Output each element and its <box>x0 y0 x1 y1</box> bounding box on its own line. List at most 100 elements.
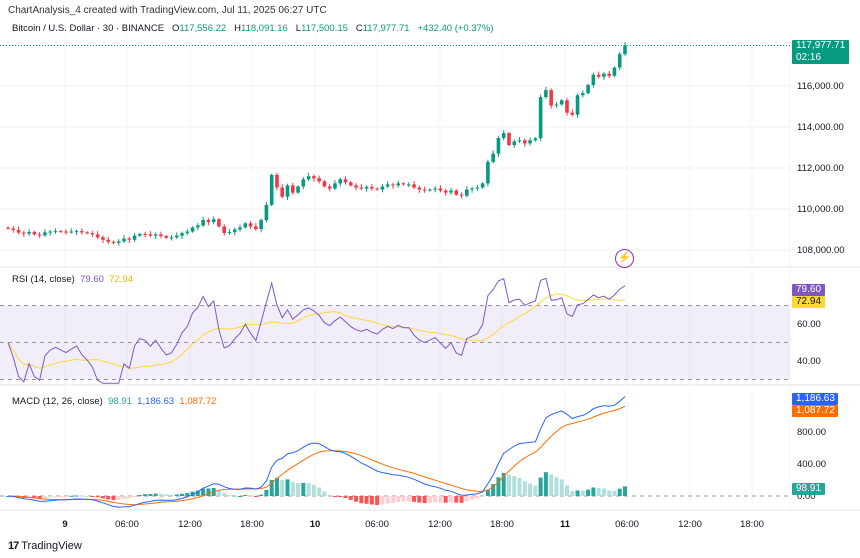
candle <box>596 74 601 77</box>
lightning-icon[interactable]: ⚡ <box>615 249 634 268</box>
candle <box>269 174 274 205</box>
macd-histogram-bar <box>417 496 422 503</box>
candle <box>517 140 522 142</box>
macd-histogram-bar <box>180 493 185 496</box>
candle <box>438 188 443 191</box>
macd-histogram-bar <box>396 496 401 503</box>
macd-histogram-bar <box>137 495 142 497</box>
macd-line <box>7 396 626 508</box>
macd-histogram-bar <box>37 496 42 499</box>
macd-histogram-bar <box>617 488 622 496</box>
candle <box>617 54 622 68</box>
time-label: 18:00 <box>490 519 514 530</box>
candle <box>327 186 332 189</box>
candle <box>312 176 316 179</box>
macd-histogram-bar <box>290 481 295 496</box>
last-price: 117,977.71 <box>796 40 846 51</box>
macd-histogram-bar <box>195 490 200 496</box>
candle <box>164 236 169 238</box>
candle <box>396 183 401 186</box>
macd-histogram-bar <box>522 481 527 496</box>
macd-histogram-bar <box>380 496 385 505</box>
candle <box>301 179 306 187</box>
high-label: H <box>234 23 241 34</box>
candle <box>343 179 348 183</box>
macd-histogram-bar <box>554 477 559 496</box>
rsi-line <box>7 277 626 384</box>
macd-histogram-bar <box>385 496 390 504</box>
candle <box>385 184 390 187</box>
candle <box>359 187 364 189</box>
macd-histogram-bar <box>185 493 190 496</box>
candle <box>280 187 285 197</box>
macd-histogram-bar <box>580 490 585 496</box>
candle <box>296 186 300 193</box>
macd-histogram-bar <box>95 496 100 498</box>
candle <box>570 112 575 115</box>
macd-histogram-bar <box>538 477 543 496</box>
candle <box>27 231 31 234</box>
time-label: 18:00 <box>740 519 764 530</box>
macd-histogram-bar <box>153 493 158 496</box>
macd-histogram-bar <box>591 487 596 496</box>
macd-legend: MACD (12, 26, close) 98.91 1,186.63 1,08… <box>12 396 216 407</box>
macd-histogram-bar <box>274 477 279 496</box>
macd-histogram-bar <box>506 474 511 496</box>
macd-tick: 0.00 <box>797 491 816 502</box>
tv-logo-icon: 17 <box>8 540 19 552</box>
macd-histogram-bar <box>48 496 53 498</box>
rsi-value: 79.60 <box>80 274 104 285</box>
macd-histogram-bar <box>222 493 227 496</box>
macd-histogram-bar <box>116 496 121 500</box>
time-label: 06:00 <box>365 519 389 530</box>
candle <box>101 237 105 240</box>
candle <box>533 138 538 141</box>
macd-histogram-bar <box>412 496 417 502</box>
macd-histogram-bar <box>264 489 269 496</box>
macd-histogram-bar <box>190 491 195 496</box>
macd-histogram-bar <box>475 496 480 499</box>
time-label: 18:00 <box>240 519 264 530</box>
candle <box>607 73 611 76</box>
candle <box>248 223 253 227</box>
candle <box>428 189 432 191</box>
macd-histogram-bar <box>448 496 453 503</box>
candle <box>85 232 89 234</box>
candle <box>406 184 411 186</box>
candle <box>544 90 548 98</box>
macd-histogram-bar <box>348 496 353 500</box>
rsi-tick: 60.00 <box>797 319 821 330</box>
macd-histogram-bar <box>354 496 359 502</box>
macd-tick: 400.00 <box>797 459 826 470</box>
rsi-legend: RSI (14, close) 79.60 72.94 <box>12 274 133 285</box>
macd-histogram-bar <box>227 495 232 497</box>
candle <box>575 95 580 115</box>
macd-histogram-bar <box>100 496 105 499</box>
candle <box>433 188 437 190</box>
chart-header: ChartAnalysis_4 created with TradingView… <box>8 5 327 16</box>
candle <box>443 190 448 193</box>
macd-histogram-bar <box>575 490 580 496</box>
macd-histogram-bar <box>427 496 432 503</box>
candle <box>206 220 211 223</box>
candle <box>222 226 227 233</box>
candle <box>375 188 379 190</box>
candle <box>116 241 121 243</box>
candle <box>623 45 627 55</box>
candle <box>391 184 395 186</box>
macd-histogram-bar <box>64 496 69 497</box>
candle <box>74 231 79 233</box>
candle <box>180 233 184 236</box>
candle <box>264 204 269 221</box>
macd-histogram-bar <box>543 472 548 496</box>
hist-tag: 98.91 <box>792 483 825 495</box>
symbol-legend: Bitcoin / U.S. Dollar · 30 · BINANCE O11… <box>12 23 494 34</box>
macd-histogram-bar <box>480 496 485 497</box>
open-value: 117,556.22 <box>179 23 227 34</box>
candle <box>11 228 16 230</box>
macd-histogram-bar <box>232 495 237 497</box>
candle <box>80 231 84 233</box>
candle <box>523 140 527 144</box>
open-label: O <box>171 23 180 34</box>
